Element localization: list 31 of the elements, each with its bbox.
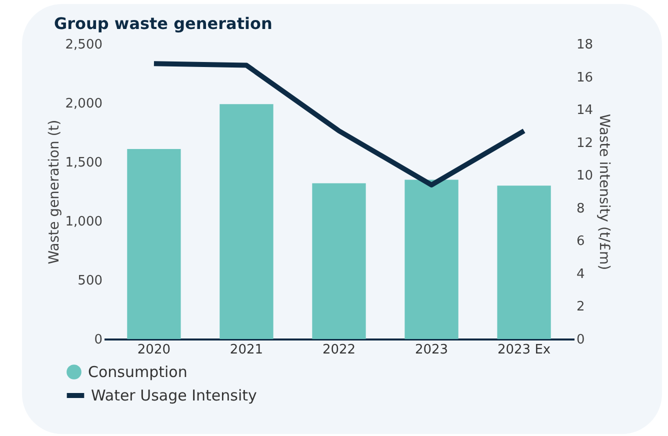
y2-tick-label: 12 [576,136,594,151]
y2-tick-label: 10 [576,168,594,184]
bar [127,149,181,339]
y2-tick-label: 0 [576,332,585,348]
x-tick-label: 2023 Ex [497,342,551,358]
y-tick-label: 1,000 [65,214,102,230]
bar [497,186,551,339]
y2-tick-label: 6 [576,234,585,250]
y2-axis-title: Waste intensity (t/£m) [596,114,612,270]
bar [220,104,274,339]
bar [312,183,366,339]
legend-label: Consumption [88,363,188,381]
y2-tick-label: 16 [576,70,594,86]
y-tick-label: 2,000 [65,96,102,112]
x-tick-label: 2022 [322,342,356,358]
x-tick-label: 2020 [137,342,171,358]
y-tick-label: 2,500 [65,38,102,52]
chart-title: Group waste generation [54,14,272,33]
y2-tick-label: 18 [576,38,594,52]
y2-tick-label: 4 [576,266,585,282]
y-tick-label: 0 [94,332,102,348]
y-axis-title: Waste generation (t) [46,120,62,264]
y2-tick-label: 8 [576,201,585,216]
bar [404,180,458,339]
x-tick-label: 2023 [414,342,448,358]
y-tick-label: 500 [78,274,102,288]
y2-tick-label: 2 [576,300,585,315]
x-tick-label: 2021 [230,342,264,358]
legend-label: Water Usage Intensity [91,386,258,404]
y2-tick-label: 14 [576,103,594,118]
y-tick-label: 1,500 [65,156,102,170]
